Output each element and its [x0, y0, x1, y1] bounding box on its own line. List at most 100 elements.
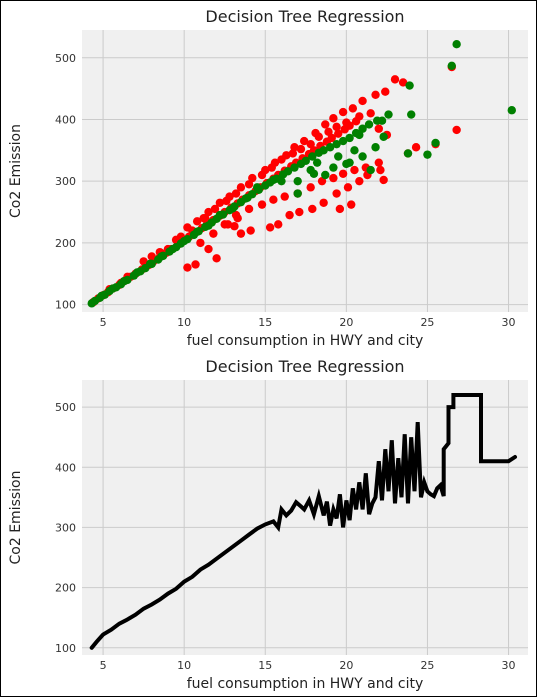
actual-point — [204, 244, 213, 254]
predicted-point — [269, 175, 278, 185]
x-tick-label: 5 — [100, 659, 107, 672]
actual-point — [398, 78, 408, 87]
y-tick-labels: 100 200 300 400 500 — [55, 401, 76, 655]
actual-point — [306, 183, 315, 192]
chart-title: Decision Tree Regression — [205, 357, 404, 376]
y-tick-label: 100 — [55, 642, 76, 655]
actual-point — [348, 104, 358, 113]
predicted-point — [334, 152, 343, 161]
predicted-point — [366, 165, 375, 175]
predicted-point — [447, 61, 456, 70]
predicted-point — [157, 252, 166, 261]
predicted-point — [377, 116, 387, 125]
predicted-point — [364, 120, 374, 129]
predicted-point — [350, 146, 359, 155]
actual-point — [314, 132, 323, 141]
actual-point — [342, 118, 351, 127]
predicted-point — [312, 158, 322, 167]
x-tick-label: 25 — [420, 659, 434, 672]
scatter-points — [87, 39, 516, 308]
actual-point — [321, 120, 330, 129]
actual-point — [350, 165, 359, 175]
actual-point — [210, 204, 220, 214]
predicted-point — [338, 136, 348, 146]
x-tick-label: 10 — [177, 316, 191, 329]
predicted-point — [423, 150, 432, 159]
x-tick-labels: 5 10 15 20 25 30 — [100, 659, 516, 672]
y-tick-label: 300 — [55, 521, 76, 534]
x-axis-label: fuel consumption in HWY and city — [187, 333, 424, 349]
actual-point — [267, 163, 276, 172]
actual-point — [355, 176, 364, 186]
actual-point — [236, 183, 246, 192]
y-tick-label: 200 — [55, 582, 76, 595]
actual-point — [192, 217, 202, 226]
actual-point — [332, 189, 341, 198]
actual-point — [274, 220, 283, 229]
actual-point — [296, 144, 306, 154]
actual-point — [452, 125, 461, 135]
predicted-point — [119, 276, 129, 286]
actual-point — [233, 214, 242, 223]
predicted-point — [248, 189, 257, 199]
predicted-point — [293, 189, 302, 198]
actual-point — [308, 204, 317, 214]
actual-point — [374, 158, 383, 167]
predicted-point — [329, 163, 338, 172]
predicted-point — [241, 194, 251, 203]
predicted-point — [204, 221, 213, 230]
actual-point — [319, 198, 328, 207]
actual-point — [139, 257, 148, 266]
predicted-point — [431, 138, 440, 148]
actual-point — [191, 260, 200, 269]
y-tick-label: 400 — [55, 461, 76, 474]
actual-point — [147, 252, 156, 261]
actual-point — [338, 107, 348, 117]
predicted-point — [403, 149, 413, 158]
actual-point — [231, 189, 241, 198]
predicted-point — [358, 152, 367, 161]
actual-point — [246, 226, 255, 235]
predicted-point — [321, 170, 330, 180]
x-axis-label: fuel consumption in HWY and city — [187, 676, 424, 692]
predicted-point — [168, 244, 178, 254]
predicted-point — [507, 106, 516, 115]
predicted-point — [308, 152, 317, 161]
actual-point — [295, 207, 304, 217]
predicted-point — [277, 176, 286, 186]
predicted-point — [345, 158, 354, 167]
predicted-point — [371, 143, 380, 152]
predicted-point — [405, 81, 414, 90]
actual-point — [366, 109, 375, 118]
plot-background — [82, 30, 528, 312]
actual-point — [230, 222, 239, 231]
actual-point — [212, 254, 221, 263]
y-tick-label: 500 — [55, 401, 76, 414]
scatter-panel: 5 10 15 20 25 30 100 200 300 400 500 Decision Tre… — [8, 7, 528, 349]
actual-point — [285, 210, 294, 220]
predicted-point — [252, 183, 262, 192]
actual-point — [269, 195, 278, 204]
actual-point — [347, 200, 356, 209]
actual-point — [248, 173, 257, 183]
actual-point — [201, 214, 210, 223]
predicted-point — [283, 167, 293, 176]
actual-point — [355, 112, 364, 121]
x-tick-labels: 5 10 15 20 25 30 — [100, 316, 516, 329]
x-tick-label: 25 — [420, 316, 434, 329]
predicted-point — [325, 143, 335, 152]
actual-point — [327, 133, 336, 143]
actual-point — [299, 136, 309, 146]
predicted-point — [332, 139, 341, 149]
predicted-point — [228, 204, 238, 213]
actual-point — [215, 198, 225, 207]
predicted-point — [309, 169, 319, 178]
y-tick-label: 100 — [55, 299, 76, 312]
actual-point — [223, 220, 233, 229]
actual-point — [257, 200, 267, 209]
actual-point — [222, 196, 231, 206]
actual-point — [371, 90, 380, 99]
actual-point — [236, 229, 246, 238]
predicted-point — [345, 133, 354, 143]
